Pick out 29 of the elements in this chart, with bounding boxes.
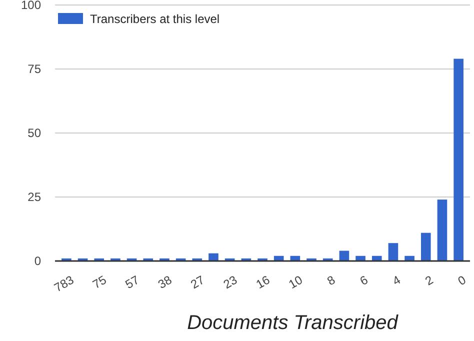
bar [420, 232, 431, 261]
bar [404, 256, 414, 261]
bar [372, 256, 382, 261]
bar [356, 256, 366, 261]
y-tick-label: 100 [20, 0, 42, 12]
x-tick-label: 6 [357, 272, 370, 288]
bar [208, 253, 218, 261]
x-tick-label: 0 [455, 272, 469, 288]
x-tick-label: 10 [286, 272, 306, 292]
x-tick-label: 4 [390, 272, 404, 288]
x-tick-label: 783 [52, 272, 76, 295]
bar [454, 58, 464, 261]
y-tick-label: 50 [28, 126, 42, 140]
y-tick-label: 25 [28, 190, 42, 204]
legend-label: Transcribers at this level [90, 12, 220, 26]
bar [388, 243, 398, 261]
x-tick-label: 2 [422, 272, 436, 288]
x-tick-label: 23 [220, 272, 240, 292]
x-axis-title: Documents Transcribed [187, 312, 399, 334]
x-tick-label: 8 [324, 272, 338, 288]
y-tick-label: 0 [34, 254, 42, 268]
x-tick-label: 75 [90, 272, 110, 292]
bar [339, 250, 350, 261]
x-tick-label: 16 [254, 272, 272, 292]
bar [437, 200, 448, 261]
y-tick-label: 75 [28, 62, 42, 76]
x-tick-label: 38 [156, 272, 174, 292]
x-tick-label: 27 [188, 272, 208, 292]
x-tick-label: 57 [122, 272, 142, 292]
